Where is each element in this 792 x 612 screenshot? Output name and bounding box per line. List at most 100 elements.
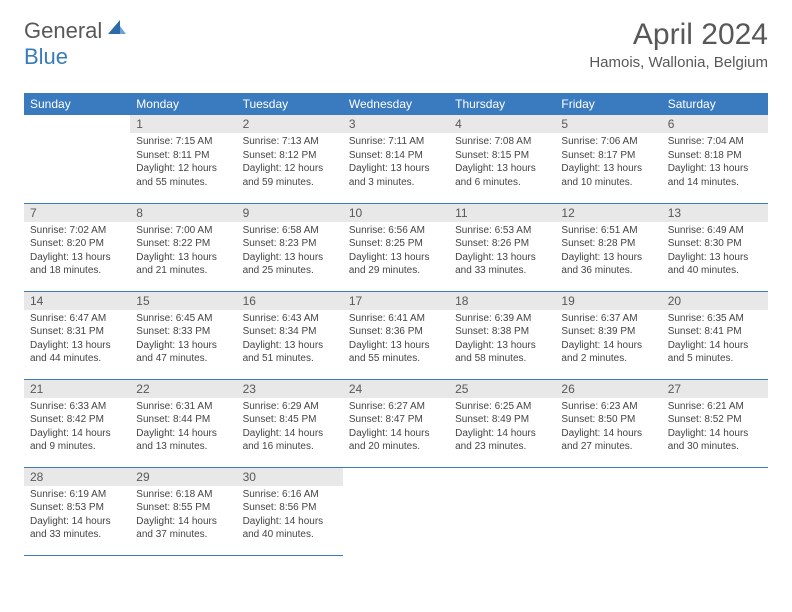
day-number: 7 xyxy=(24,204,130,222)
logo: General xyxy=(24,18,130,44)
day-header: Sunday xyxy=(24,93,130,115)
calendar-week-row: 1Sunrise: 7:15 AMSunset: 8:11 PMDaylight… xyxy=(24,115,768,203)
sunrise-text: Sunrise: 6:33 AM xyxy=(30,400,124,414)
calendar-cell: 21Sunrise: 6:33 AMSunset: 8:42 PMDayligh… xyxy=(24,379,130,467)
calendar-cell: 19Sunrise: 6:37 AMSunset: 8:39 PMDayligh… xyxy=(555,291,661,379)
sunrise-text: Sunrise: 7:06 AM xyxy=(561,135,655,149)
sunrise-text: Sunrise: 6:25 AM xyxy=(455,400,549,414)
daylight-text: Daylight: 13 hours and 47 minutes. xyxy=(136,339,230,366)
daylight-text: Daylight: 13 hours and 3 minutes. xyxy=(349,162,443,189)
calendar-cell: 28 Sunrise: 6:19 AMSunset: 8:53 PMDayligh… xyxy=(24,467,130,555)
daylight-text: Daylight: 13 hours and 51 minutes. xyxy=(243,339,337,366)
day-details: Sunrise: 6:21 AMSunset: 8:52 PMDaylight:… xyxy=(662,398,768,458)
day-number: 1 xyxy=(130,115,236,133)
day-details: Sunrise: 6:47 AMSunset: 8:31 PMDaylight:… xyxy=(24,310,130,370)
day-details: Sunrise: 7:00 AMSunset: 8:22 PMDaylight:… xyxy=(130,222,236,282)
calendar-cell: 1Sunrise: 7:15 AMSunset: 8:11 PMDaylight… xyxy=(130,115,236,203)
title-block: April 2024 Hamois, Wallonia, Belgium xyxy=(589,18,768,71)
day-number: 11 xyxy=(449,204,555,222)
calendar-cell: 25Sunrise: 6:25 AMSunset: 8:49 PMDayligh… xyxy=(449,379,555,467)
sunset-text: Sunset: 8:23 PM xyxy=(243,237,337,251)
daylight-text: Daylight: 14 hours and 13 minutes. xyxy=(136,427,230,454)
sunset-text: Sunset: 8:50 PM xyxy=(561,413,655,427)
sunset-text: Sunset: 8:47 PM xyxy=(349,413,443,427)
calendar-cell: 12Sunrise: 6:51 AMSunset: 8:28 PMDayligh… xyxy=(555,203,661,291)
sunrise-text: Sunrise: 7:15 AM xyxy=(136,135,230,149)
calendar-cell xyxy=(555,467,661,555)
location-subtitle: Hamois, Wallonia, Belgium xyxy=(589,54,768,71)
day-details: Sunrise: 6:49 AMSunset: 8:30 PMDaylight:… xyxy=(662,222,768,282)
sunset-text: Sunset: 8:25 PM xyxy=(349,237,443,251)
day-number: 17 xyxy=(343,292,449,310)
day-number: 10 xyxy=(343,204,449,222)
sunset-text: Sunset: 8:26 PM xyxy=(455,237,549,251)
day-details: Sunrise: 6:51 AMSunset: 8:28 PMDaylight:… xyxy=(555,222,661,282)
calendar-week-row: 21Sunrise: 6:33 AMSunset: 8:42 PMDayligh… xyxy=(24,379,768,467)
day-header: Tuesday xyxy=(237,93,343,115)
logo-blue-wrap: Blue xyxy=(24,44,68,70)
day-number: 19 xyxy=(555,292,661,310)
day-details: Sunrise: 7:04 AMSunset: 8:18 PMDaylight:… xyxy=(662,133,768,193)
sunrise-text: Sunrise: 6:29 AM xyxy=(243,400,337,414)
calendar-cell: 4Sunrise: 7:08 AMSunset: 8:15 PMDaylight… xyxy=(449,115,555,203)
day-number: 26 xyxy=(555,380,661,398)
calendar-cell xyxy=(24,115,130,203)
day-details: Sunrise: 6:16 AMSunset: 8:56 PMDaylight:… xyxy=(237,486,343,546)
daylight-text: Daylight: 14 hours and 40 minutes. xyxy=(243,515,337,542)
day-details: Sunrise: 7:02 AMSunset: 8:20 PMDaylight:… xyxy=(24,222,130,282)
calendar-cell: 5Sunrise: 7:06 AMSunset: 8:17 PMDaylight… xyxy=(555,115,661,203)
daylight-text: Daylight: 14 hours and 33 minutes. xyxy=(30,515,124,542)
day-number: 23 xyxy=(237,380,343,398)
daylight-text: Daylight: 13 hours and 25 minutes. xyxy=(243,251,337,278)
sunset-text: Sunset: 8:55 PM xyxy=(136,501,230,515)
day-number: 6 xyxy=(662,115,768,133)
sunrise-text: Sunrise: 6:56 AM xyxy=(349,224,443,238)
day-details: Sunrise: 6:58 AMSunset: 8:23 PMDaylight:… xyxy=(237,222,343,282)
day-details: Sunrise: 6:33 AMSunset: 8:42 PMDaylight:… xyxy=(24,398,130,458)
calendar-cell: 14Sunrise: 6:47 AMSunset: 8:31 PMDayligh… xyxy=(24,291,130,379)
day-number: 30 xyxy=(237,468,343,486)
sunrise-text: Sunrise: 6:31 AM xyxy=(136,400,230,414)
day-details: Sunrise: 7:15 AMSunset: 8:11 PMDaylight:… xyxy=(130,133,236,193)
day-number: 25 xyxy=(449,380,555,398)
sunrise-text: Sunrise: 6:18 AM xyxy=(136,488,230,502)
daylight-text: Daylight: 13 hours and 6 minutes. xyxy=(455,162,549,189)
sunrise-text: Sunrise: 6:37 AM xyxy=(561,312,655,326)
day-number: 4 xyxy=(449,115,555,133)
day-header: Friday xyxy=(555,93,661,115)
day-number: 28 xyxy=(24,468,130,486)
sunset-text: Sunset: 8:45 PM xyxy=(243,413,337,427)
calendar-cell: 26Sunrise: 6:23 AMSunset: 8:50 PMDayligh… xyxy=(555,379,661,467)
calendar-week-row: 7Sunrise: 7:02 AMSunset: 8:20 PMDaylight… xyxy=(24,203,768,291)
day-details: Sunrise: 6:53 AMSunset: 8:26 PMDaylight:… xyxy=(449,222,555,282)
page-header: General April 2024 Hamois, Wallonia, Bel… xyxy=(24,18,768,71)
sunset-text: Sunset: 8:31 PM xyxy=(30,325,124,339)
day-header: Wednesday xyxy=(343,93,449,115)
day-number: 18 xyxy=(449,292,555,310)
sunset-text: Sunset: 8:42 PM xyxy=(30,413,124,427)
day-number: 12 xyxy=(555,204,661,222)
sunrise-text: Sunrise: 6:19 AM xyxy=(30,488,124,502)
calendar-cell: 23Sunrise: 6:29 AMSunset: 8:45 PMDayligh… xyxy=(237,379,343,467)
day-details: Sunrise: 7:11 AMSunset: 8:14 PMDaylight:… xyxy=(343,133,449,193)
sunset-text: Sunset: 8:30 PM xyxy=(668,237,762,251)
daylight-text: Daylight: 14 hours and 9 minutes. xyxy=(30,427,124,454)
sunset-text: Sunset: 8:53 PM xyxy=(30,501,124,515)
sunrise-text: Sunrise: 6:41 AM xyxy=(349,312,443,326)
day-details: Sunrise: 6:43 AMSunset: 8:34 PMDaylight:… xyxy=(237,310,343,370)
sunrise-text: Sunrise: 6:45 AM xyxy=(136,312,230,326)
sunset-text: Sunset: 8:52 PM xyxy=(668,413,762,427)
sunset-text: Sunset: 8:36 PM xyxy=(349,325,443,339)
sunrise-text: Sunrise: 6:58 AM xyxy=(243,224,337,238)
calendar-cell xyxy=(449,467,555,555)
logo-sail-icon xyxy=(106,18,128,41)
daylight-text: Daylight: 13 hours and 21 minutes. xyxy=(136,251,230,278)
day-header: Saturday xyxy=(662,93,768,115)
day-details: Sunrise: 7:08 AMSunset: 8:15 PMDaylight:… xyxy=(449,133,555,193)
daylight-text: Daylight: 13 hours and 58 minutes. xyxy=(455,339,549,366)
calendar-week-row: 14Sunrise: 6:47 AMSunset: 8:31 PMDayligh… xyxy=(24,291,768,379)
logo-text-blue: Blue xyxy=(24,44,68,69)
day-number: 15 xyxy=(130,292,236,310)
sunrise-text: Sunrise: 7:04 AM xyxy=(668,135,762,149)
sunset-text: Sunset: 8:33 PM xyxy=(136,325,230,339)
